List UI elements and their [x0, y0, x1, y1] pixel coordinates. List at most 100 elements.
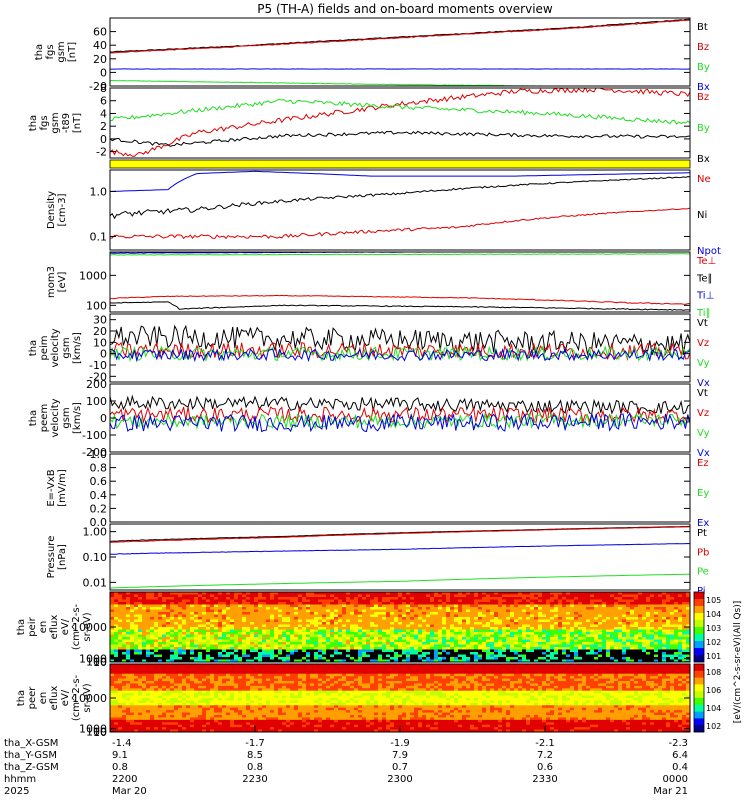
legend-By: By [697, 123, 710, 134]
y-axis-label: eV/ [60, 689, 71, 706]
y-tick-label: 0.10 [83, 551, 108, 564]
colorbar-cell [694, 606, 704, 613]
y-axis-label: tha [16, 619, 27, 635]
y-axis-label: fgs [45, 44, 56, 59]
y-tick-label: 200 [86, 378, 107, 391]
ephemeris-value: 0.7 [392, 762, 408, 773]
y-tick-label: 10 [93, 336, 107, 349]
colorbar-tick-label: 104 [706, 704, 721, 713]
series-line-Te⊥ [110, 295, 690, 304]
y-axis-label: sr-eV) [82, 612, 93, 641]
y-tick-label: 1.0 [90, 185, 108, 198]
y-tick-label: 0.4 [90, 489, 108, 502]
spectrogram-cells [110, 592, 691, 663]
y-tick-label: 8 [100, 82, 107, 95]
series-line-Pi [110, 544, 690, 555]
ephemeris-row-label: hhmm [4, 774, 36, 785]
y-axis-label: gsm [61, 337, 72, 358]
y-axis-label: [nT] [72, 113, 83, 133]
colorbar-label: [eV/(cm^2-s-sr-eV)(All Qs)] [733, 601, 743, 724]
y-axis-label: en [38, 692, 49, 705]
legend-By: By [697, 62, 710, 73]
legend-Ne: Ne [697, 174, 711, 185]
series-line-Npot [110, 171, 690, 191]
y-axis-label: tha [28, 410, 39, 426]
y-tick-label: 20 [93, 325, 107, 338]
y-axis-label: gsm [50, 112, 61, 133]
y-axis-label: eflux [49, 615, 60, 640]
y-tick-label: 0 [100, 348, 107, 361]
y-tick-label: 0 [100, 66, 107, 79]
legend-Te∥: Te∥ [696, 273, 713, 284]
colorbar-cell [694, 613, 704, 620]
colorbar-cell [694, 671, 704, 678]
legend-Bt: Bt [697, 22, 708, 33]
series-line-Pe [110, 574, 690, 588]
ephemeris-row-label: tha_Z-GSM [4, 762, 59, 773]
y-axis-label: en [38, 621, 49, 634]
series-line-Vz [110, 407, 690, 423]
y-axis-label: [cm-3] [57, 193, 68, 226]
ephemeris-value: 8.5 [247, 750, 263, 761]
y-axis-label: Density [46, 191, 57, 229]
legend-Vz: Vz [697, 338, 709, 349]
colorbar-tick-label: 102 [706, 638, 721, 647]
legend-Vy: Vy [697, 358, 710, 369]
legend-Pe: Pe [697, 567, 709, 578]
y-axis-label: mom3 [46, 266, 57, 298]
y-axis-label: eflux [49, 686, 60, 711]
y-tick-label: 100 [86, 395, 107, 408]
colorbar-cell [694, 592, 704, 599]
ephemeris-value: 2330 [532, 774, 557, 785]
ephemeris-value: -2.1 [535, 738, 555, 749]
legend-Vz: Vz [697, 408, 709, 419]
y-tick-label: -10 [89, 359, 107, 372]
y-axis-label: peer [27, 686, 38, 710]
y-tick-label: 30 [93, 314, 107, 327]
legend-Ey: Ey [697, 488, 709, 499]
series-line-Ni [110, 177, 690, 219]
y-tick-label: -2 [96, 146, 107, 159]
y-tick-label: -100 [82, 429, 107, 442]
series-line-Bz [110, 87, 690, 156]
ephemeris-value: 2230 [242, 774, 267, 785]
y-axis-label: [mV/m] [57, 469, 68, 507]
legend-Ez: Ez [697, 458, 709, 469]
y-axis-label: gsm [56, 41, 67, 62]
y-tick-label: 40 [93, 39, 107, 52]
legend-Ni: Ni [697, 210, 707, 221]
legend-Vt: Vt [697, 318, 708, 329]
colorbar-tick-label: 101 [706, 652, 721, 661]
colorbar-cell [694, 664, 704, 671]
y-tick-label: 0 [100, 133, 107, 146]
ephemeris-value: -2.3 [668, 738, 688, 749]
y-axis-label: E=-VxB [46, 469, 57, 506]
legend-Pb: Pb [697, 547, 709, 558]
colorbar-tick-label: 102 [706, 722, 721, 731]
legend-Bz: Bz [697, 92, 709, 103]
year-label: 2025 [4, 786, 29, 797]
ephemeris-row-label: tha_Y-GSM [4, 750, 57, 761]
date-label-start: Mar 20 [112, 786, 147, 797]
colorbar-cell [694, 648, 704, 655]
series-line-Bx [110, 131, 690, 146]
y-axis-label: peem [39, 404, 50, 432]
y-tick-label: 1.0 [90, 448, 108, 461]
y-tick-label: 1.00 [83, 526, 108, 539]
series-line-Bt [110, 19, 690, 52]
ephemeris-value: -1.9 [390, 738, 410, 749]
colorbar-cell [694, 712, 704, 719]
panel-frame [110, 252, 690, 312]
y-axis-label: tha [28, 115, 39, 131]
colorbar-cell [694, 641, 704, 648]
colorbar-cell [694, 655, 704, 662]
y-axis-label: [eV] [57, 272, 68, 293]
legend-Pt: Pt [697, 528, 707, 539]
y-axis-label: velocity [50, 328, 61, 367]
legend-Te⊥: Te⊥ [696, 256, 716, 267]
panel-frame [110, 454, 690, 522]
